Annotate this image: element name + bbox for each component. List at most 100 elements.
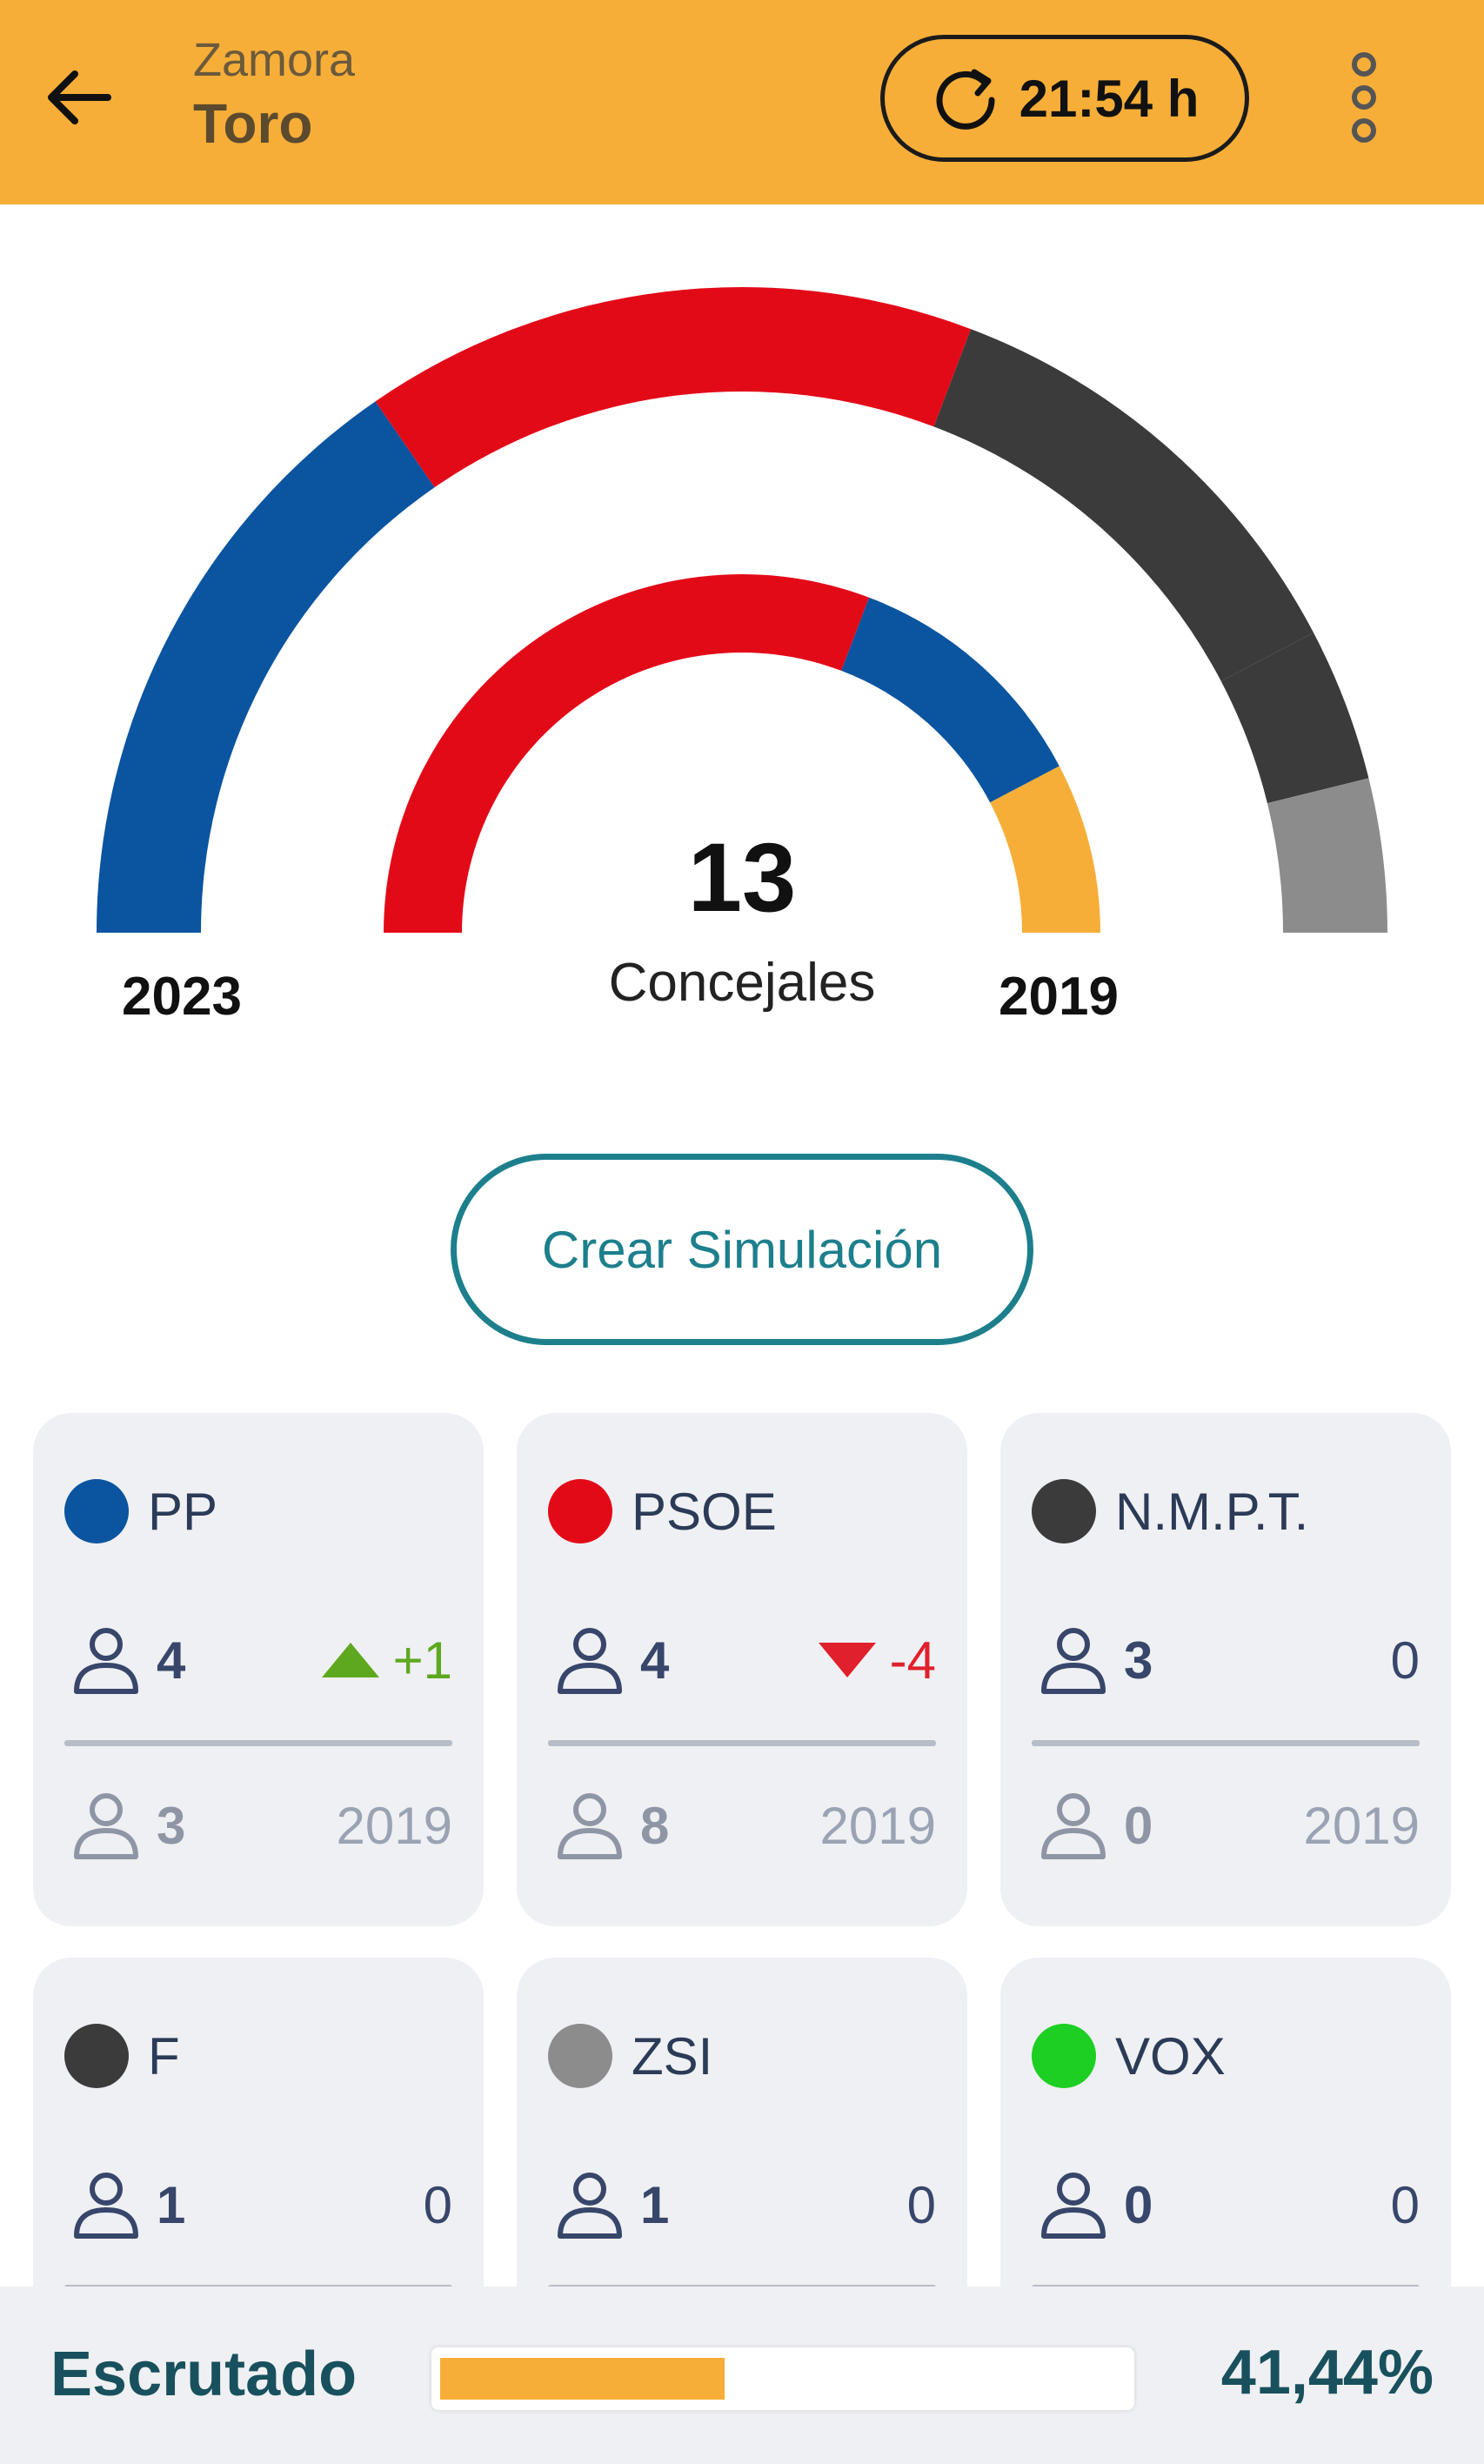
party-card[interactable]: ZSI 1 0 <box>517 1958 967 2323</box>
seat-change: 0 <box>423 2175 452 2234</box>
seat-change: 0 <box>1390 1630 1420 1690</box>
party-card[interactable]: F 1 0 <box>33 1958 484 2323</box>
seat-change-indicator: -4 <box>818 1630 936 1691</box>
triangle-down-icon <box>818 1643 876 1677</box>
last-update-time: 21:54 h <box>1019 69 1200 128</box>
previous-seats-row: 8 2019 <box>553 1782 936 1869</box>
party-name: PSOE <box>632 1482 777 1541</box>
party-name: N.M.P.T. <box>1115 1482 1309 1541</box>
party-header: F <box>64 2024 180 2088</box>
party-card[interactable]: VOX 0 0 <box>1000 1958 1451 2323</box>
party-name: PP <box>148 1482 218 1541</box>
back-button[interactable] <box>35 54 122 141</box>
party-color-dot <box>64 2024 129 2088</box>
current-seats-row: 1 0 <box>70 2161 452 2248</box>
party-header: VOX <box>1032 2024 1226 2088</box>
location-title: Zamora Toro <box>193 31 355 158</box>
more-vertical-icon <box>1352 52 1376 143</box>
person-icon <box>558 2173 622 2239</box>
party-header: N.M.P.T. <box>1032 1479 1308 1543</box>
person-icon <box>1041 2173 1106 2239</box>
current-seats: 4 <box>157 1630 186 1690</box>
outer-segment-f <box>1220 633 1369 804</box>
seat-change: 0 <box>906 2175 936 2234</box>
scrutiny-progress-fill <box>440 2358 725 2400</box>
card-divider <box>64 1740 452 1746</box>
party-card[interactable]: PSOE 4 -4 8 2019 <box>517 1413 967 1926</box>
triangle-up-icon <box>321 1643 379 1677</box>
party-name: F <box>148 2026 180 2086</box>
refresh-button[interactable]: 21:54 h <box>880 35 1249 162</box>
person-icon <box>1041 1628 1106 1694</box>
party-color-dot <box>548 2024 612 2088</box>
party-name: VOX <box>1115 2026 1226 2086</box>
seat-change-indicator: 0 <box>424 2175 452 2235</box>
scrutiny-percentage: 41,44% <box>1220 2338 1434 2407</box>
party-header: ZSI <box>548 2024 712 2088</box>
current-seats: 3 <box>1124 1630 1153 1690</box>
refresh-icon <box>936 69 995 130</box>
previous-seats: 3 <box>157 1796 186 1855</box>
previous-year: 2019 <box>819 1796 936 1855</box>
current-seats: 1 <box>640 2175 670 2234</box>
outer-segment-zsi <box>1267 778 1387 933</box>
party-card[interactable]: PP 4 +1 3 2019 <box>33 1413 484 1926</box>
current-seats: 4 <box>640 1630 670 1690</box>
party-card[interactable]: N.M.P.T. 3 0 0 2019 <box>1000 1413 1451 1926</box>
outer-ring-year-label: 2023 <box>122 967 242 1027</box>
app-header: Zamora Toro 21:54 h <box>0 0 1484 204</box>
current-seats-row: 4 -4 <box>553 1617 936 1704</box>
inner-ring-2019 <box>384 574 1100 933</box>
seat-change-indicator: +1 <box>321 1630 452 1691</box>
scrutiny-bar: Escrutado 41,44% <box>0 2287 1484 2464</box>
party-color-dot <box>548 1479 612 1543</box>
party-header: PSOE <box>548 1479 777 1543</box>
outer-segment-pp <box>97 401 435 934</box>
card-divider <box>548 1740 936 1746</box>
party-color-dot <box>1032 2024 1096 2088</box>
current-seats: 1 <box>157 2175 186 2234</box>
scrutiny-label: Escrutado <box>50 2340 358 2409</box>
person-icon <box>74 1628 138 1694</box>
seat-change: 0 <box>1390 2175 1420 2234</box>
seats-hemicycle-chart <box>97 287 1387 934</box>
inner-segment-ciudadanos <box>990 766 1100 933</box>
outer-ring-2023 <box>97 287 1387 934</box>
card-divider <box>1032 1740 1420 1746</box>
seat-change: -4 <box>889 1630 936 1690</box>
previous-seats: 0 <box>1124 1796 1153 1855</box>
person-icon <box>74 1793 138 1859</box>
person-icon <box>558 1628 622 1694</box>
outer-segment-psoe <box>375 287 972 488</box>
party-color-dot <box>64 1479 129 1543</box>
create-simulation-button[interactable]: Crear Simulación <box>451 1154 1033 1345</box>
arrow-left-icon <box>48 70 111 124</box>
previous-seats-row: 3 2019 <box>70 1782 452 1869</box>
seat-change-indicator: 0 <box>1391 2175 1420 2235</box>
party-header: PP <box>64 1479 217 1543</box>
inner-segment-psoe <box>384 574 870 933</box>
current-seats-row: 3 0 <box>1037 1617 1420 1704</box>
previous-seats-row: 0 2019 <box>1037 1782 1420 1869</box>
more-options-button[interactable] <box>1329 45 1399 150</box>
seat-change: +1 <box>392 1630 452 1690</box>
outer-segment-n-m-p-t <box>933 329 1314 681</box>
current-seats-row: 1 0 <box>553 2161 936 2248</box>
scrutiny-progress-bar <box>431 2347 1134 2410</box>
person-icon <box>1041 1793 1106 1859</box>
inner-ring-year-label: 2019 <box>999 967 1119 1027</box>
previous-year: 2019 <box>336 1796 452 1855</box>
province-name: Zamora <box>193 34 356 86</box>
seat-change-indicator: 0 <box>907 2175 936 2235</box>
inner-segment-pp <box>841 597 1060 803</box>
party-color-dot <box>1032 1479 1096 1543</box>
current-seats-row: 4 +1 <box>70 1617 452 1704</box>
total-seats-label: Concejales <box>608 953 876 1013</box>
seat-change-indicator: 0 <box>1391 1630 1420 1691</box>
party-name: ZSI <box>632 2026 713 2086</box>
previous-seats: 8 <box>640 1796 670 1855</box>
person-icon <box>74 2173 138 2239</box>
current-seats: 0 <box>1124 2175 1153 2234</box>
total-seats-value: 13 <box>687 823 797 932</box>
previous-year: 2019 <box>1303 1796 1420 1855</box>
